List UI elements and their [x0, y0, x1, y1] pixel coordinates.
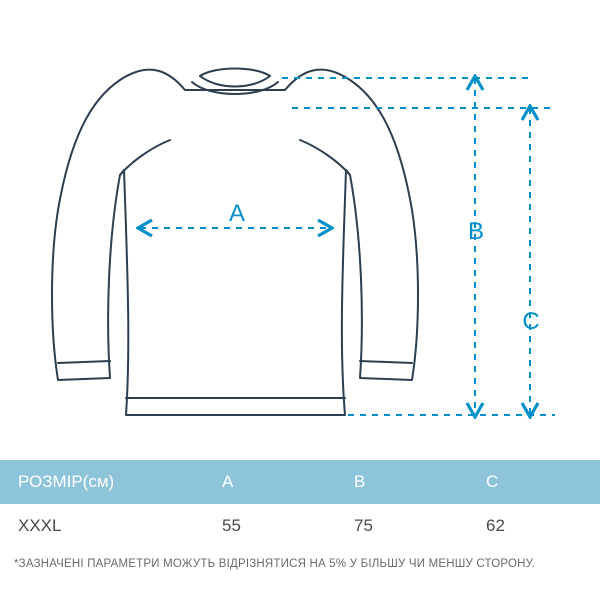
dimension-lines — [140, 78, 555, 415]
size-chart-infographic: A B C РОЗМІР(см) A B C XXXL 55 75 62 *ЗА… — [0, 0, 600, 599]
table-row: XXXL 55 75 62 — [0, 504, 600, 548]
cell-size: XXXL — [0, 504, 204, 548]
footnote-text: *ЗАЗНАЧЕНІ ПАРАМЕТРИ МОЖУТЬ ВІДРІЗНЯТИСЯ… — [0, 548, 600, 570]
dimension-label-b: B — [468, 218, 484, 246]
cell-c: 62 — [468, 504, 600, 548]
size-table: РОЗМІР(см) A B C XXXL 55 75 62 — [0, 460, 600, 548]
header-b: B — [336, 460, 468, 504]
header-a: A — [204, 460, 336, 504]
cell-b: 75 — [336, 504, 468, 548]
header-size: РОЗМІР(см) — [0, 460, 204, 504]
cell-a: 55 — [204, 504, 336, 548]
garment-diagram: A B C — [0, 0, 600, 460]
garment-outline — [52, 69, 418, 416]
dimension-label-a: A — [229, 200, 245, 228]
dimension-label-c: C — [522, 308, 539, 336]
table-header-row: РОЗМІР(см) A B C — [0, 460, 600, 504]
header-c: C — [468, 460, 600, 504]
garment-svg — [0, 0, 600, 460]
